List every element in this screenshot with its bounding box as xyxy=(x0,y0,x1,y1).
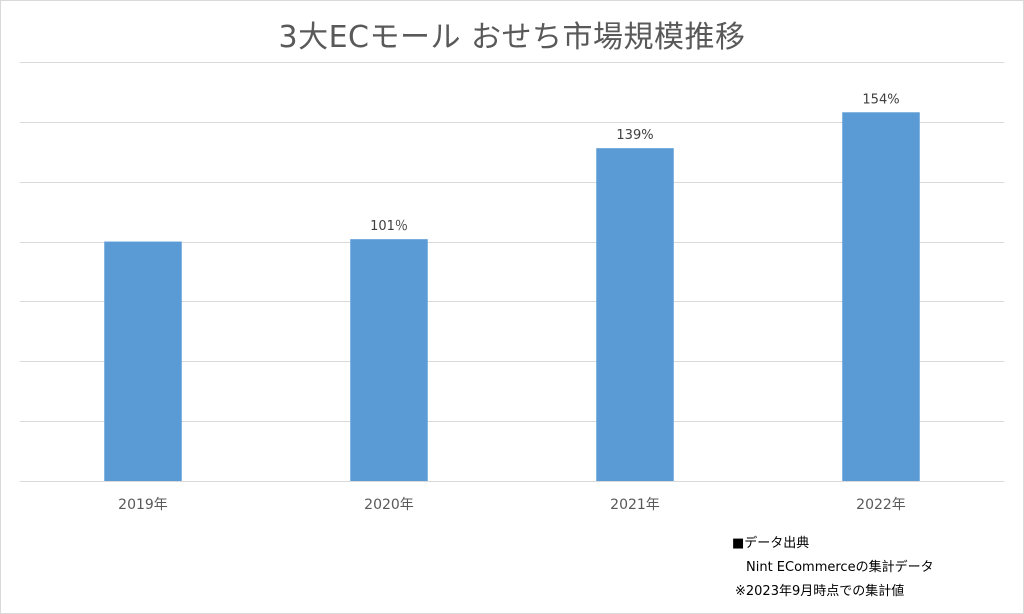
x-tick-label: 2021年 xyxy=(610,497,660,513)
bar xyxy=(350,239,428,481)
data-label: 139% xyxy=(616,128,653,143)
data-label: 154% xyxy=(862,92,899,107)
bar xyxy=(104,241,182,481)
source-description: Nint ECommerceの集計データ xyxy=(746,560,934,575)
x-tick-label: 2019年 xyxy=(118,497,168,513)
source-heading: ■データ出典 xyxy=(732,536,810,551)
chart-title: 3大ECモール おせち市場規模推移 xyxy=(278,20,746,55)
bar xyxy=(596,148,674,482)
bar xyxy=(842,112,920,481)
source-footnote: ※2023年9月時点での集計値 xyxy=(735,584,905,599)
data-label: 101％ xyxy=(370,219,408,234)
x-tick-label: 2022年 xyxy=(856,497,906,513)
x-tick-label: 2020年 xyxy=(364,497,414,513)
